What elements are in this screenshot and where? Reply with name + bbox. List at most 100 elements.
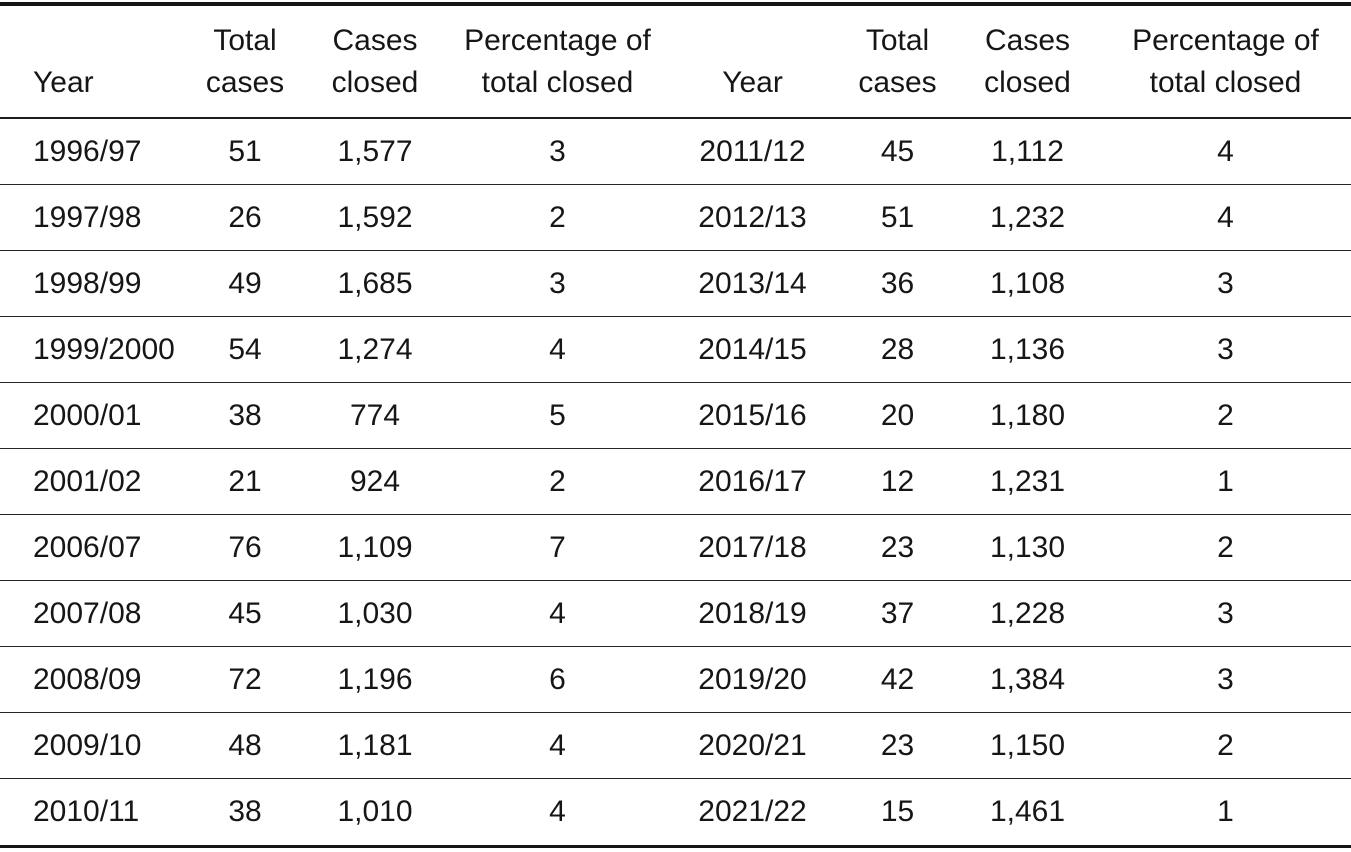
cell-total-cases: 38 [228,795,262,828]
cell-year: 1996/97 [33,134,142,168]
cell-total-cases: 15 [880,795,915,828]
table-header-row: Year Total cases Cases closed Percentage… [0,6,1351,119]
cell-percentage-closed: 2 [549,464,566,498]
cell-percentage-closed: 7 [549,530,566,564]
cell-percentage-closed: 4 [1217,200,1234,234]
table-row: 2007/08 45 1,030 4 2018/19 37 1,228 3 [0,581,1351,647]
cell-cases-closed: 1,228 [989,596,1066,630]
cell-percentage-closed: 2 [549,200,566,234]
cell-year: 2001/02 [33,464,142,498]
cell-year: 2016/17 [698,464,807,498]
cell-year: 2007/08 [33,596,142,630]
cell-total-cases: 51 [228,134,262,168]
cell-year: 2020/21 [698,728,807,762]
cell-year: 2019/20 [698,662,807,696]
cell-total-cases: 48 [228,728,262,762]
cell-total-cases: 49 [228,266,262,300]
cell-percentage-closed: 3 [549,134,566,168]
header-percentage-right: Percentage of total closed [1100,6,1351,117]
cell-cases-closed: 1,180 [989,398,1066,432]
table-body: 1996/97 51 1,577 3 2011/12 45 1,112 4 1997/98 26 1… [0,119,1351,845]
cell-total-cases: 12 [880,464,915,498]
cell-year: 2021/22 [698,795,807,828]
header-year-right: Year [665,6,840,117]
header-cases-closed-left: Cases closed [300,6,450,117]
cell-percentage-closed: 3 [1217,596,1234,630]
cell-cases-closed: 1,108 [989,266,1066,300]
cell-cases-closed: 1,592 [337,200,413,234]
cell-percentage-closed: 2 [1217,530,1234,564]
table-row: 1999/2000 54 1,274 4 2014/15 28 1,136 3 [0,317,1351,383]
header-total-cases-left: Total cases [190,6,300,117]
cell-total-cases: 23 [880,530,915,564]
header-total-cases-right: Total cases [840,6,955,117]
header-year-left: Year [0,6,190,117]
header-line: Cases [332,24,418,57]
cell-total-cases: 45 [880,134,915,168]
header-line: Percentage of [1132,24,1319,57]
cell-cases-closed: 1,030 [337,596,413,630]
cell-year: 2006/07 [33,530,142,564]
cell-year: 2000/01 [33,398,142,432]
cell-total-cases: 20 [880,398,915,432]
table-row: 2008/09 72 1,196 6 2019/20 42 1,384 3 [0,647,1351,713]
table-row: 2009/10 48 1,181 4 2020/21 23 1,150 2 [0,713,1351,779]
cell-cases-closed: 1,150 [989,728,1066,762]
header-line: total closed [1149,66,1302,99]
cell-total-cases: 45 [228,596,262,630]
table-row: 1996/97 51 1,577 3 2011/12 45 1,112 4 [0,119,1351,185]
header-line: Cases [984,24,1071,57]
cell-cases-closed: 1,384 [989,662,1066,696]
cell-cases-closed: 1,136 [989,332,1066,366]
cell-year: 2013/14 [698,266,807,300]
header-line: cases [205,66,285,99]
table-row: 2006/07 76 1,109 7 2017/18 23 1,130 2 [0,515,1351,581]
cell-percentage-closed: 1 [1217,464,1234,498]
header-cases-closed-right: Cases closed [955,6,1100,117]
header-line: Year [33,66,94,99]
cell-year: 2011/12 [699,134,806,168]
header-line: closed [984,66,1071,99]
cell-cases-closed: 924 [349,464,401,498]
header-line: Total [213,24,277,57]
cell-year: 1999/2000 [33,332,175,366]
cell-percentage-closed: 4 [549,332,566,366]
cell-percentage-closed: 5 [549,398,566,432]
cell-cases-closed: 1,274 [337,332,413,366]
cell-percentage-closed: 6 [549,662,566,696]
cell-cases-closed: 1,196 [337,662,413,696]
header-percentage-left: Percentage of total closed [450,6,665,117]
cell-percentage-closed: 4 [549,795,566,828]
cell-year: 1998/99 [33,266,142,300]
cell-year: 2009/10 [33,728,142,762]
cell-total-cases: 54 [228,332,262,366]
table-row: 2000/01 38 774 5 2015/16 20 1,180 2 [0,383,1351,449]
cell-cases-closed: 1,112 [991,134,1064,168]
cell-percentage-closed: 2 [1217,728,1234,762]
cell-total-cases: 38 [228,398,262,432]
cell-cases-closed: 1,685 [337,266,413,300]
cell-cases-closed: 1,231 [989,464,1066,498]
cell-percentage-closed: 3 [1217,266,1234,300]
cell-total-cases: 26 [228,200,262,234]
header-line: total closed [481,66,634,99]
cell-year: 2015/16 [698,398,807,432]
cell-percentage-closed: 3 [1217,332,1234,366]
cell-percentage-closed: 4 [549,728,566,762]
cell-cases-closed: 1,181 [337,728,413,762]
cell-cases-closed: 1,232 [989,200,1066,234]
header-line: Year [722,66,783,99]
cell-total-cases: 28 [880,332,915,366]
cell-total-cases: 51 [880,200,915,234]
cell-cases-closed: 1,109 [337,530,413,564]
cell-percentage-closed: 3 [1217,662,1234,696]
cell-cases-closed: 1,130 [989,530,1066,564]
cell-percentage-closed: 4 [549,596,566,630]
cell-cases-closed: 1,461 [989,795,1066,828]
header-line: Total [865,24,930,57]
cell-percentage-closed: 1 [1217,795,1234,828]
table-row: 2010/11 38 1,010 4 2021/22 15 1,461 1 [0,779,1351,845]
table-row: 1998/99 49 1,685 3 2013/14 36 1,108 3 [0,251,1351,317]
